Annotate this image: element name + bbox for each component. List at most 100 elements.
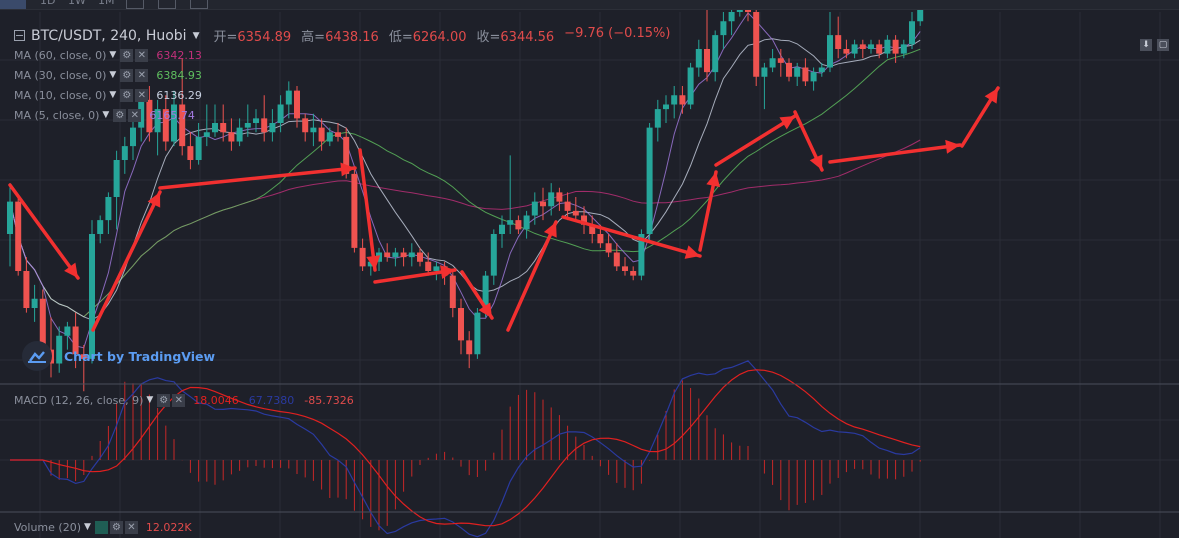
indicators-icon[interactable] — [158, 0, 176, 9]
candle-body — [909, 21, 915, 45]
gear-icon[interactable]: ⚙ — [113, 108, 127, 122]
symbol-caret-icon[interactable]: ▼ — [192, 30, 200, 41]
ma30-label: MA (30, close, 0) — [14, 68, 107, 82]
ma5-value: 6165.74 — [149, 108, 195, 122]
timeframe-dropdown[interactable] — [0, 0, 26, 9]
caret-icon[interactable]: ▼ — [84, 522, 91, 532]
candle — [835, 16, 842, 59]
candle-body — [253, 118, 259, 123]
legend-volume[interactable]: Volume (20) ▼ ⚙ ✕ 12.022K — [14, 519, 192, 535]
candle-body — [39, 298, 46, 350]
candle-body — [351, 173, 358, 248]
candle-body — [654, 109, 661, 128]
legend-ma10[interactable]: MA (10, close, 0) ▼ ⚙ ✕ 6136.29 — [14, 87, 202, 103]
candle-body — [482, 275, 489, 313]
maximize-icon[interactable]: ▢ — [1157, 39, 1169, 51]
candle — [236, 118, 243, 147]
candle-body — [581, 215, 587, 225]
caret-icon[interactable]: ▼ — [102, 110, 110, 120]
candle-body — [622, 266, 628, 271]
legend-ma60[interactable]: MA (60, close, 0) ▼ ⚙ ✕ 6342.13 — [14, 47, 202, 63]
candle — [433, 261, 440, 281]
trend-arrow-head — [809, 154, 823, 170]
caret-icon[interactable]: ▼ — [109, 90, 117, 100]
candle-body — [892, 39, 899, 54]
timeframe-1d[interactable]: 1D — [40, 0, 56, 7]
legend-ma5[interactable]: MA (5, close, 0) ▼ ⚙ ✕ 6165.74 — [14, 107, 195, 123]
candle — [843, 39, 850, 59]
close-icon[interactable]: ✕ — [135, 88, 149, 102]
trend-arrow — [828, 139, 962, 164]
candle — [179, 58, 186, 156]
candle-body — [130, 127, 136, 147]
caret-icon[interactable]: ▼ — [109, 70, 117, 80]
trend-arrow-head — [706, 172, 721, 188]
chart-type-icon[interactable] — [126, 0, 144, 9]
gear-icon[interactable]: ⚙ — [120, 68, 134, 82]
candle-body — [802, 67, 809, 82]
candle — [64, 321, 71, 350]
candle — [400, 247, 407, 267]
timeframe-1w[interactable]: 1W — [68, 0, 86, 7]
candle — [335, 123, 341, 142]
low-value: 6264.00 — [412, 30, 467, 45]
candle — [318, 118, 325, 151]
close-icon[interactable]: ✕ — [135, 48, 149, 62]
candle — [162, 95, 169, 151]
candle — [581, 206, 587, 234]
candle — [695, 39, 702, 77]
candle-body — [367, 261, 374, 267]
legend-macd[interactable]: MACD (12, 26, close, 9) ▼ ⚙ ✕ 18.0046 67.7… — [14, 392, 354, 408]
caret-icon[interactable]: ▼ — [109, 50, 117, 60]
tradingview-text: Chart by TradingView — [64, 348, 216, 364]
candle — [630, 266, 637, 281]
candle — [900, 39, 907, 59]
trend-arrow-head — [147, 192, 161, 208]
candle — [794, 62, 801, 86]
candle — [392, 247, 399, 267]
trend-arrow-head — [64, 262, 78, 278]
caret-icon[interactable]: ▼ — [146, 395, 154, 405]
gear-icon[interactable]: ⚙ — [120, 48, 134, 62]
close-icon[interactable]: ✕ — [128, 108, 142, 122]
candle-body — [318, 127, 325, 142]
candle-body — [162, 109, 169, 142]
collapse-icon[interactable] — [14, 30, 25, 41]
candle-body — [556, 192, 563, 202]
candle — [884, 35, 891, 59]
candle — [876, 39, 883, 59]
candle-body — [630, 271, 637, 276]
gear-icon[interactable]: ⚙ — [157, 393, 171, 407]
trend-arrow — [561, 215, 702, 259]
candle-body — [64, 326, 71, 336]
candle-body — [220, 123, 227, 133]
candle-body — [712, 35, 719, 73]
volume-value: 12.022K — [145, 520, 192, 534]
candle-body — [605, 243, 612, 253]
candle-body — [326, 132, 333, 142]
legend-ma30[interactable]: MA (30, close, 0) ▼ ⚙ ✕ 6384.93 — [14, 67, 202, 83]
ma5-label: MA (5, close, 0) — [14, 108, 100, 122]
gear-icon[interactable]: ⚙ — [120, 88, 134, 102]
timeframe-1m[interactable]: 1M — [98, 0, 115, 7]
close-icon[interactable]: ✕ — [124, 520, 138, 534]
close-icon[interactable]: ✕ — [172, 393, 186, 407]
ma30-value: 6384.93 — [156, 68, 202, 82]
gear-icon[interactable]: ⚙ — [109, 520, 123, 534]
tradingview-watermark[interactable]: Chart by TradingView — [22, 341, 215, 371]
move-down-icon[interactable]: ⬇ — [1140, 39, 1152, 51]
candle — [540, 187, 546, 221]
close-icon[interactable]: ✕ — [135, 68, 149, 82]
candle — [203, 104, 210, 147]
trend-arrow-shaft — [91, 190, 162, 332]
candle — [704, 0, 710, 82]
color-swatch[interactable] — [94, 520, 108, 534]
trend-arrow — [793, 110, 824, 172]
candle-body — [335, 132, 341, 137]
candle-body — [900, 44, 907, 54]
settings-icon[interactable] — [190, 0, 208, 9]
timeframe-toolbar: 1D 1W 1M — [0, 0, 1179, 10]
close-value: 6344.56 — [500, 30, 555, 45]
candle — [261, 95, 268, 142]
